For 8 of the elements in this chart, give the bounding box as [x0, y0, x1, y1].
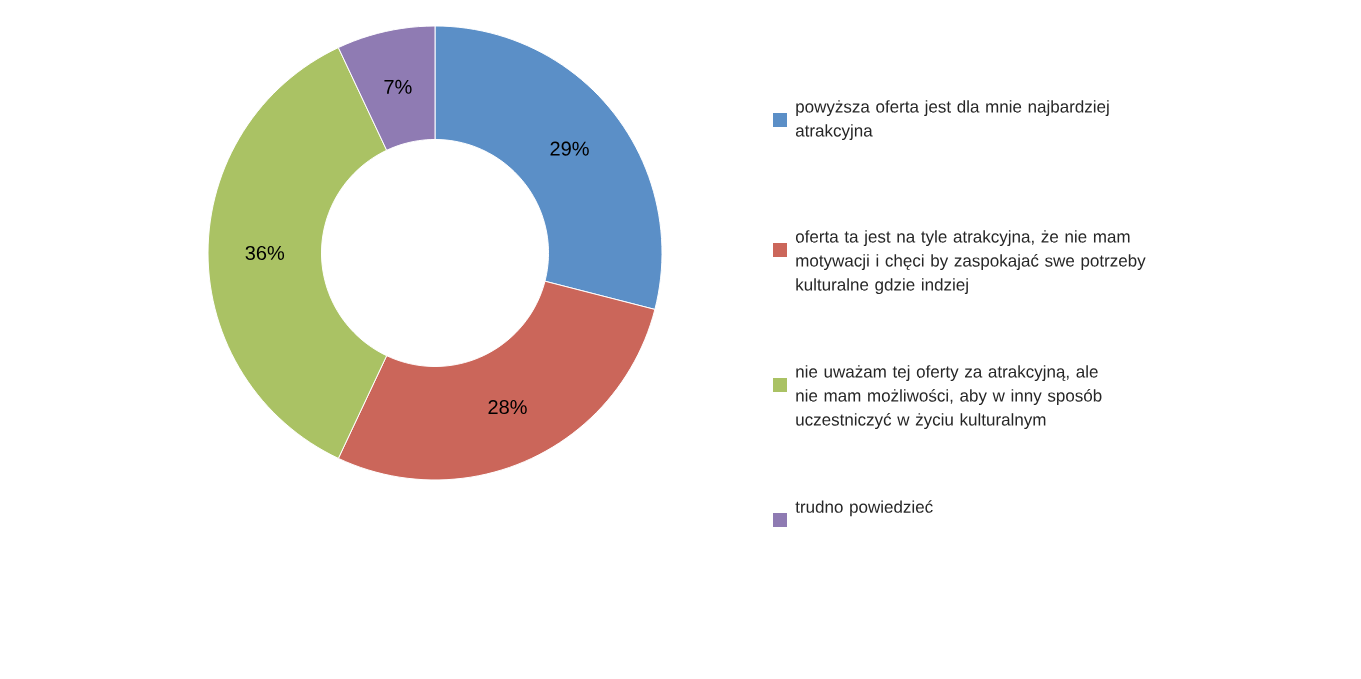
- data-label: 7%: [384, 79, 412, 94]
- data-label: 36%: [245, 245, 285, 261]
- legend-label: trudno powiedzieć: [795, 500, 933, 517]
- legend-label: nie uważam tej oferty za atrakcyjną, ale nie mam możliwości, aby w inny sposób uczestniczyć w życiu kulturalnym: [796, 365, 1102, 430]
- data-label: 28%: [488, 399, 527, 415]
- data-label: 29%: [550, 141, 589, 156]
- legend-label: oferta ta jest na tyle atrakcyjna, że nie mam motywacji i chęci by zaspokajać swe potrzeby kulturalne gdzie indziej: [795, 230, 1146, 295]
- legend-label: powyższa oferta jest dla mnie najbardziej atrakcyjna: [795, 100, 1109, 141]
